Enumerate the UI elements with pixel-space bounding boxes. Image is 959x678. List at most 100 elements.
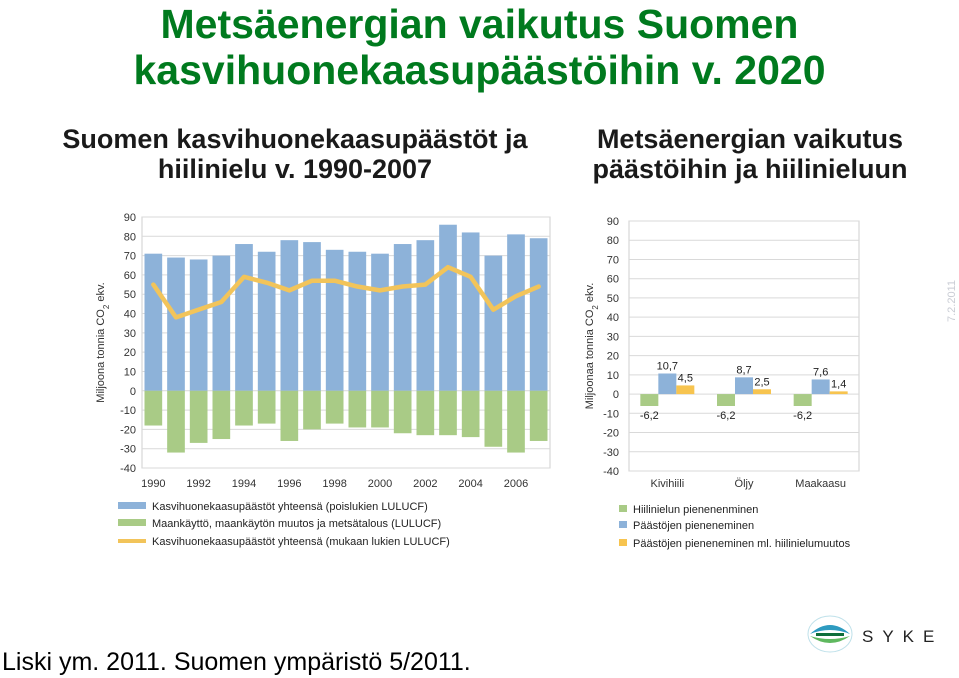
plot-area — [141, 216, 551, 469]
legend-label: Kasvihuonekaasupäästöt yhteensä (poisluk… — [152, 501, 428, 513]
x-category-label: Öljy — [735, 478, 754, 490]
x-tick-label: 2006 — [504, 478, 528, 490]
legend-swatch — [118, 519, 146, 526]
x-tick-label: 2002 — [413, 478, 437, 490]
y-tick-label: 80 — [607, 235, 619, 247]
data-label: 8,7 — [736, 364, 751, 376]
right-chart-heading-line2: päästöihin ja hiilinieluun — [592, 154, 908, 184]
emissions-bar — [439, 224, 457, 391]
legend-label: Maankäyttö, maankäytön muutos ja metsäta… — [152, 518, 441, 530]
data-label: 7,6 — [813, 366, 828, 378]
y-tick-label: -20 — [603, 428, 619, 440]
y-tick-label: 50 — [124, 289, 136, 301]
y-tick-label: -30 — [603, 447, 619, 459]
y-tick-label: 90 — [124, 212, 136, 224]
legend-label: Päästöjen pieneneminen ml. hiilinielumuu… — [633, 538, 851, 550]
x-tick-label: 1998 — [322, 478, 346, 490]
lulucf-bar — [280, 390, 299, 441]
y-tick-label: 30 — [607, 331, 619, 343]
lulucf-bar — [439, 390, 457, 436]
lulucf-bar — [529, 390, 548, 441]
y-tick-label: 20 — [124, 347, 136, 359]
y-tick-label: 20 — [607, 351, 619, 363]
emissions-bar — [461, 232, 480, 391]
impact-bar — [735, 377, 753, 395]
y-tick-label: 0 — [613, 389, 619, 401]
y-tick-label: 40 — [124, 309, 136, 321]
x-tick-label: 1996 — [277, 478, 301, 490]
emissions-bar — [529, 238, 548, 391]
emissions-bar — [416, 240, 435, 391]
legend-label: Kasvihuonekaasupäästöt yhteensä (mukaan … — [152, 536, 450, 548]
emissions-bar — [348, 251, 367, 391]
y-axis-label: Miljoonaa tonnia CO2 ekv. — [584, 283, 600, 410]
lulucf-bar — [348, 390, 367, 428]
y-tick-label: 10 — [607, 370, 619, 382]
left-chart-heading-line1: Suomen kasvihuonekaasupäästöt ja — [62, 124, 528, 154]
x-category-label: Kivihiili — [651, 478, 685, 490]
lulucf-bar — [325, 390, 344, 424]
impact-bar — [676, 385, 695, 395]
legend-swatch — [118, 502, 146, 509]
y-tick-label: -10 — [603, 408, 619, 420]
data-label: -6,2 — [717, 410, 736, 422]
y-tick-label: -40 — [120, 463, 136, 475]
lulucf-bar — [144, 390, 163, 426]
x-tick-label: 1992 — [186, 478, 210, 490]
y-tick-label: 70 — [607, 254, 619, 266]
emissions-chart: 90 80 70 60 50 40 30 20 10 0 -10 -20 -30 -40 Miljoona … — [95, 212, 551, 548]
right-chart-heading-line1: Metsäenergian vaikutus — [596, 124, 904, 154]
emissions-bar — [212, 255, 231, 391]
right-chart-heading: Metsäenergian vaikutus päästöihin ja hii… — [570, 124, 930, 184]
y-tick-label: 30 — [124, 328, 136, 340]
x-category-label: Maakaasu — [795, 478, 846, 490]
left-chart-heading: Suomen kasvihuonekaasupäästöt ja hiilini… — [40, 124, 550, 184]
emissions-bar — [189, 259, 208, 391]
main-title-line2: kasvihuonekaasupäästöihin v. 2020 — [133, 47, 826, 93]
lulucf-bar — [167, 390, 185, 453]
impact-bar — [658, 373, 677, 395]
lulucf-bar — [257, 390, 276, 424]
x-tick-label: 2004 — [458, 478, 482, 490]
impact-bar — [793, 394, 812, 406]
legend-label: Päästöjen pieneneminen — [633, 520, 754, 532]
y-tick-label: 60 — [124, 270, 136, 282]
lulucf-bar — [484, 390, 503, 447]
main-title-line1: Metsäenergian vaikutus Suomen — [160, 1, 799, 47]
source-citation: Liski ym. 2011. Suomen ympäristö 5/2011. — [2, 648, 471, 676]
y-tick-label: 70 — [124, 251, 136, 263]
x-tick-label: 1990 — [141, 478, 165, 490]
data-label: -6,2 — [640, 410, 659, 422]
y-tick-label: 0 — [130, 386, 136, 398]
impact-bar — [640, 394, 659, 406]
legend-swatch — [619, 521, 627, 528]
emissions-bar — [167, 257, 185, 391]
y-tick-label: 60 — [607, 274, 619, 286]
impact-bar — [753, 389, 771, 395]
emissions-bar — [280, 240, 299, 391]
data-label: -6,2 — [793, 410, 812, 422]
y-tick-label: -20 — [120, 424, 136, 436]
y-tick-label: -30 — [120, 444, 136, 456]
emissions-bar — [371, 253, 389, 391]
net-emissions-line — [151, 264, 541, 320]
legend-label: Hiilinielun pienenenminen — [633, 504, 758, 516]
lulucf-bar — [303, 390, 321, 430]
emissions-bar — [393, 244, 412, 391]
emissions-bar — [303, 242, 321, 391]
emissions-bar — [325, 249, 344, 391]
emissions-bar — [235, 244, 253, 391]
data-label: 1,4 — [831, 378, 846, 390]
impact-bar — [717, 394, 735, 406]
lulucf-bar — [371, 390, 389, 428]
y-tick-label: -10 — [120, 405, 136, 417]
y-tick-label: 10 — [124, 366, 136, 378]
y-tick-label: 40 — [607, 312, 619, 324]
legend-swatch — [619, 505, 627, 512]
data-label: 4,5 — [678, 372, 693, 384]
x-tick-label: 1994 — [232, 478, 256, 490]
impact-bar — [811, 379, 830, 395]
emissions-bar — [144, 253, 163, 391]
impact-bar — [829, 391, 848, 395]
y-tick-label: 90 — [607, 216, 619, 228]
